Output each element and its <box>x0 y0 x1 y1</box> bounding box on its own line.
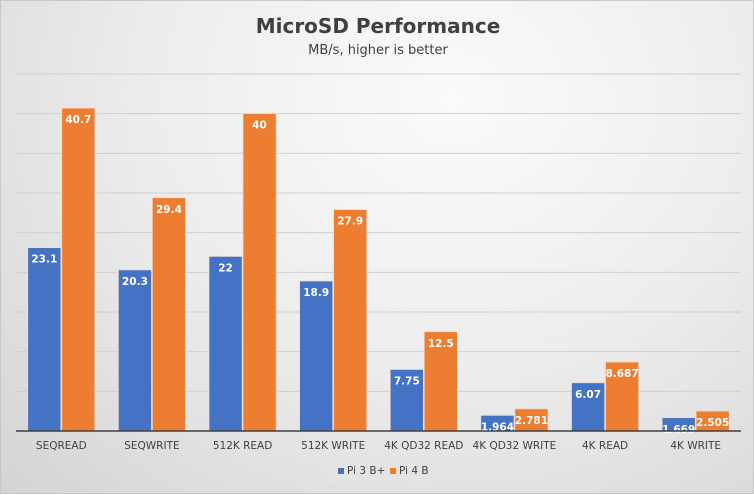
legend-label-pi4: Pi 4 B <box>399 465 429 477</box>
bar-pi3 <box>571 382 605 432</box>
bar-pi4 <box>61 107 96 432</box>
legend: Pi 3 B+ Pi 4 B <box>326 459 431 482</box>
data-label: 2.505 <box>696 417 729 429</box>
x-tick-label: SEQREAD <box>36 440 87 452</box>
data-label: 40.7 <box>65 114 91 126</box>
bar-pi3 <box>299 280 333 432</box>
x-tick-label: 4K WRITE <box>670 440 721 452</box>
legend-background <box>326 459 431 482</box>
chart-subtitle: MB/s, higher is better <box>308 43 448 58</box>
bar-pi4 <box>152 197 186 432</box>
data-label: 12.5 <box>428 338 454 350</box>
chart-title: MicroSD Performance <box>256 14 501 38</box>
x-tick-label: 4K QD32 WRITE <box>473 440 557 452</box>
x-tick-label: 4K READ <box>582 440 628 452</box>
x-tick-label: 512K READ <box>213 440 272 452</box>
data-label: 6.07 <box>575 389 601 401</box>
data-label: 22 <box>218 262 233 274</box>
data-label: 40 <box>252 120 267 132</box>
data-label: 29.4 <box>156 204 182 216</box>
data-label: 20.3 <box>122 276 148 288</box>
data-label: 8.687 <box>605 368 638 380</box>
bar-pi3 <box>118 269 152 432</box>
bar-pi4 <box>605 361 639 432</box>
x-tick-label: 4K QD32 READ <box>384 440 463 452</box>
data-label: 2.781 <box>515 415 548 427</box>
data-label: 23.1 <box>31 254 57 266</box>
bar-pi3 <box>390 369 424 432</box>
bar-pi4 <box>242 113 277 432</box>
legend-swatch-pi3 <box>338 468 344 474</box>
legend-label-pi3: Pi 3 B+ <box>347 465 385 477</box>
bar-pi3 <box>27 247 62 432</box>
bar-pi4 <box>333 209 367 432</box>
bar-pi3 <box>208 256 243 432</box>
data-label: 1.669 <box>662 424 695 436</box>
data-label: 7.75 <box>394 376 420 388</box>
legend-swatch-pi4 <box>390 468 396 474</box>
x-tick-label: 512K WRITE <box>301 440 365 452</box>
data-label: 27.9 <box>337 216 363 228</box>
data-label: 18.9 <box>303 287 329 299</box>
x-tick-label: SEQWRITE <box>124 440 179 452</box>
